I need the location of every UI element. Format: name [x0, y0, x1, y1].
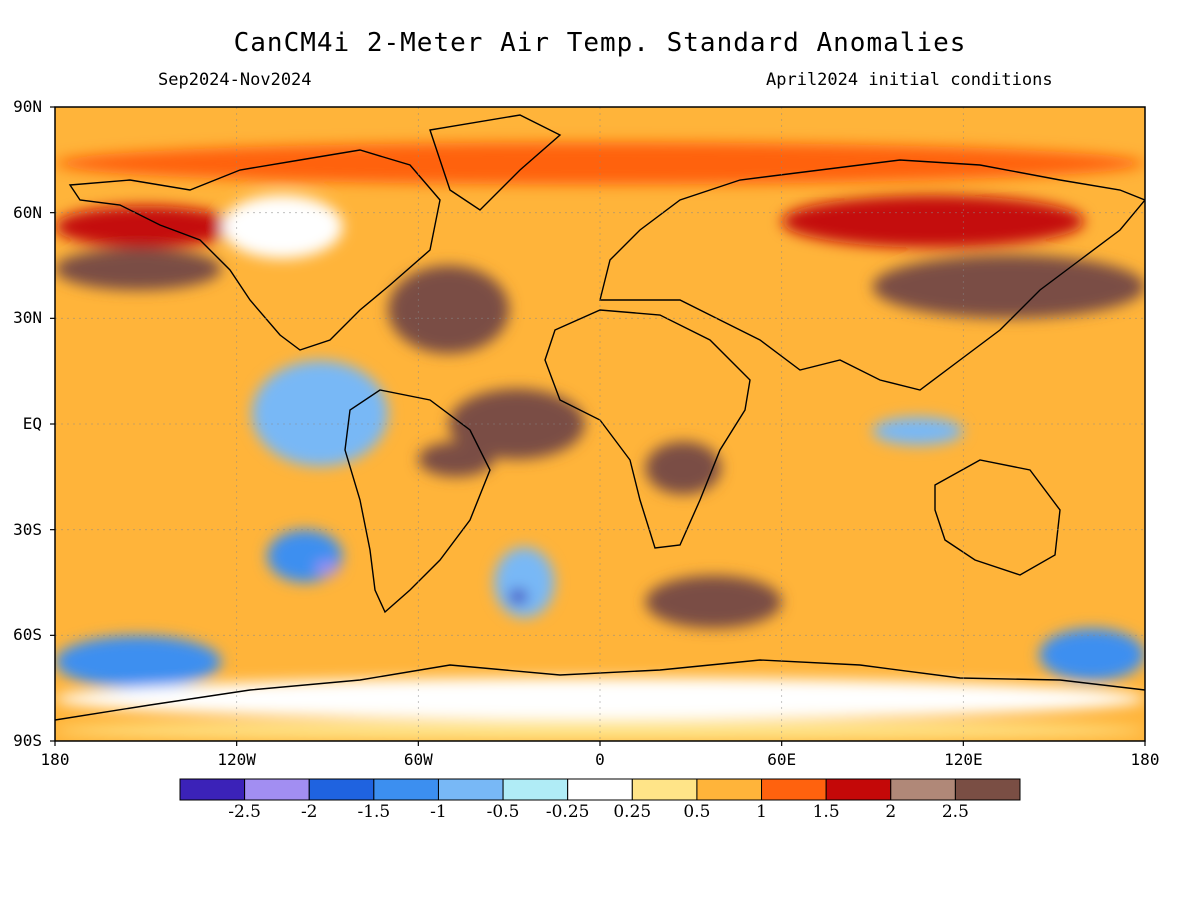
coastline-eurasia: [599, 159, 1145, 391]
colorbar-label: 0.5: [683, 802, 711, 822]
anomaly-region-arctic-warm-band: [55, 142, 1145, 185]
colorbar-label: 0.25: [613, 802, 652, 822]
lat-label: EQ: [22, 414, 42, 433]
anomaly-region-north-america-cool: [221, 195, 343, 259]
coastline-africa: [544, 309, 751, 549]
anomaly-region-east-asia-hot: [872, 254, 1145, 319]
colorbar-label: -1.5: [357, 802, 391, 822]
coastline-north-america: [68, 149, 441, 351]
lat-label: 30N: [13, 308, 42, 328]
colorbar-label: -2: [300, 802, 318, 822]
anomaly-region-southern-ocean-pacific-cool: [55, 635, 222, 689]
coastline-antarctica: [55, 659, 1145, 721]
anomaly-region-west-pacific-cool: [872, 416, 964, 446]
coastline-greenland: [429, 114, 562, 211]
colorbar-swatch: [696, 778, 763, 801]
colorbar-swatch: [825, 778, 892, 801]
map-title: CanCM4i 2-Meter Air Temp. Standard Anoma…: [233, 28, 967, 58]
colorbar-swatch: [373, 778, 439, 801]
colorbar-label: 1.5: [812, 802, 840, 822]
coastline-south-america: [344, 389, 491, 614]
colorbar-label: -2.5: [228, 802, 261, 822]
anomaly-region-antarctica-neutral: [55, 677, 1145, 720]
anomaly-region-east-pacific-cool: [251, 360, 389, 467]
colorbar-swatch: [179, 778, 246, 801]
initial-conditions: April2024 initial conditions: [766, 70, 1053, 90]
lat-label: 60S: [13, 625, 42, 645]
anomaly-region-south-atlantic-coldest: [509, 589, 528, 604]
colorbar-swatch: [437, 778, 504, 801]
colorbar-swatch: [308, 778, 375, 801]
colorbar-label: -0.5: [486, 802, 520, 822]
anomaly-region-amazon-hot: [418, 441, 495, 477]
lat-label: 60N: [13, 202, 42, 222]
colorbar-swatch: [631, 778, 698, 801]
colorbar-label: 2: [885, 802, 897, 822]
colorbar-label: -0.25: [545, 802, 590, 822]
anomaly-region-indian-ocean-hot: [645, 575, 782, 629]
anomaly-region-southern-ocean-east-cool: [1039, 628, 1145, 682]
lon-label: 60W: [403, 750, 433, 769]
anomaly-region-north-pacific-hot: [55, 247, 222, 291]
lon-label: 120E: [944, 750, 983, 769]
colorbar: [179, 778, 1021, 801]
colorbar-swatch: [502, 778, 569, 801]
anomaly-region-nw-pacific-warm: [55, 205, 237, 248]
lat-label: 90N: [13, 97, 42, 116]
colorbar-swatch: [954, 778, 1021, 801]
lon-label: 60E: [767, 750, 797, 769]
colorbar-swatch: [890, 778, 956, 801]
lat-label: 30S: [13, 519, 42, 539]
colorbar-label: 2.5: [941, 802, 969, 822]
lon-label: 0: [595, 750, 605, 769]
forecast-period: Sep2024-Nov2024: [158, 70, 312, 90]
colorbar-swatch: [567, 778, 633, 801]
anomaly-region-tropical-atlantic-hot: [448, 388, 585, 460]
colorbar-swatch: [244, 778, 310, 801]
colorbar-label: 1: [756, 802, 767, 822]
anomaly-region-south-atlantic-cool: [494, 547, 555, 618]
anomaly-region-south-pacific-coldest: [315, 561, 340, 576]
anomaly-region-antarctica-coast-warm: [55, 719, 1145, 741]
lon-label: 180: [40, 750, 70, 769]
lon-label: 120W: [217, 750, 256, 769]
anomaly-region-africa-hot: [645, 441, 722, 495]
colorbar-swatch: [761, 778, 827, 801]
anomaly-region-eurasia-warm: [781, 195, 1085, 248]
anomaly-region-north-atlantic-hot: [388, 265, 510, 354]
coastline-australia: [934, 459, 1061, 576]
lat-label: 90S: [13, 731, 42, 750]
colorbar-label: -1: [430, 802, 447, 822]
lon-label: 180: [1130, 750, 1160, 769]
